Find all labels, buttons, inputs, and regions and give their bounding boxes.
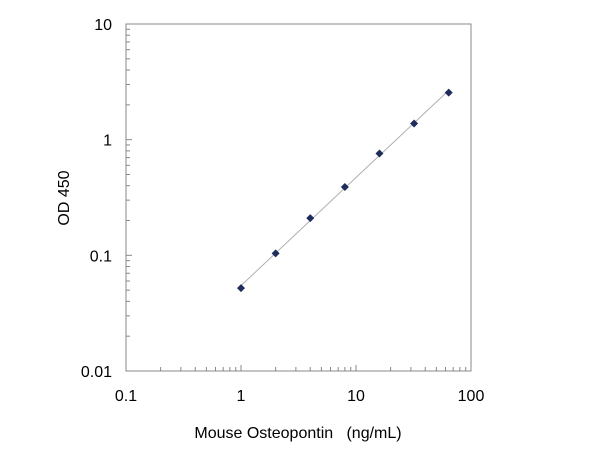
y-tick-label: 1 xyxy=(103,133,112,150)
y-axis-title: OD 450 xyxy=(56,170,73,225)
x-tick-label: 0.1 xyxy=(115,388,137,405)
data-point xyxy=(444,88,453,97)
y-tick-labels: 0.01 0.1 1 10 xyxy=(81,17,112,381)
x-tick-label: 1 xyxy=(237,388,246,405)
data-point xyxy=(271,249,280,258)
x-tick-labels: 0.1 1 10 100 xyxy=(115,388,485,405)
data-point xyxy=(306,214,315,223)
y-tick-label: 0.01 xyxy=(81,364,112,381)
data-point xyxy=(410,119,419,128)
y-tick-label: 0.1 xyxy=(90,248,112,265)
plot-area-frame xyxy=(125,23,472,372)
x-tick-label: 100 xyxy=(458,388,485,405)
data-point xyxy=(237,284,245,293)
x-minor-ticks xyxy=(125,365,467,371)
data-point xyxy=(340,182,349,191)
data-point xyxy=(375,149,384,158)
x-axis-title: Mouse Osteopontin (ng/mL) xyxy=(194,425,401,442)
y-tick-label: 10 xyxy=(94,17,112,34)
x-tick-label: 10 xyxy=(347,388,365,405)
data-points xyxy=(237,88,453,293)
y-minor-ticks xyxy=(126,28,132,372)
